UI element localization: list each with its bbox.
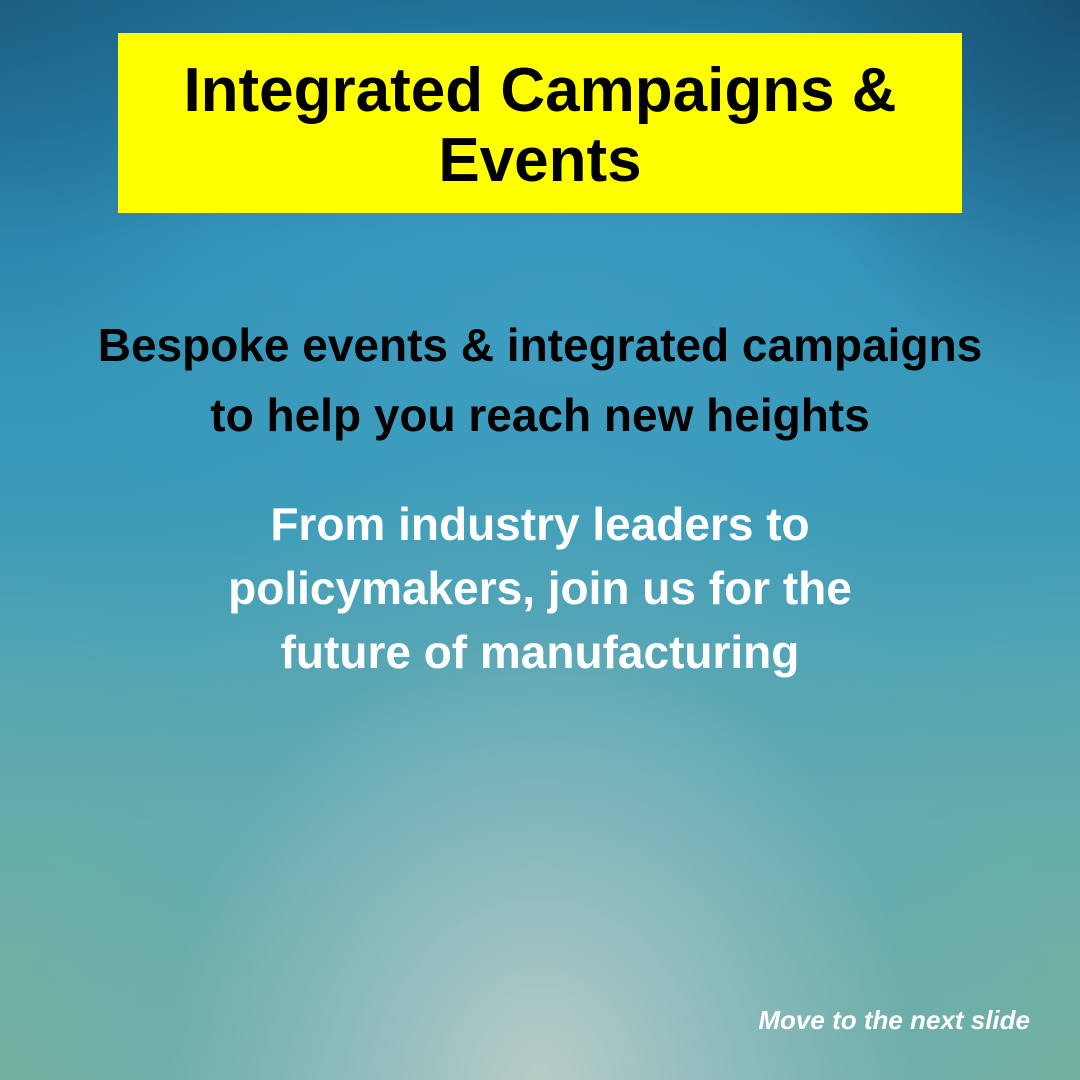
slide-body-line-2: policymakers, join us for the xyxy=(228,562,852,614)
slide-body-line-3: future of manufacturing xyxy=(280,626,800,678)
slide-title-line-2: Events xyxy=(438,126,642,195)
slide-title: Integrated Campaigns & Events xyxy=(183,50,896,196)
slide-subtitle-line-2: to help you reach new heights xyxy=(210,389,870,441)
title-banner: Integrated Campaigns & Events xyxy=(118,33,962,213)
slide-body-text: From industry leaders to policymakers, j… xyxy=(140,492,940,684)
slide-subtitle-line-1: Bespoke events & integrated campaigns xyxy=(97,319,983,371)
slide-body-line-1: From industry leaders to xyxy=(270,498,810,550)
slide-subtitle: Bespoke events & integrated campaigns to… xyxy=(40,310,1040,450)
slide-title-line-1: Integrated Campaigns & xyxy=(183,56,897,125)
next-slide-link[interactable]: Move to the next slide xyxy=(758,1005,1030,1035)
